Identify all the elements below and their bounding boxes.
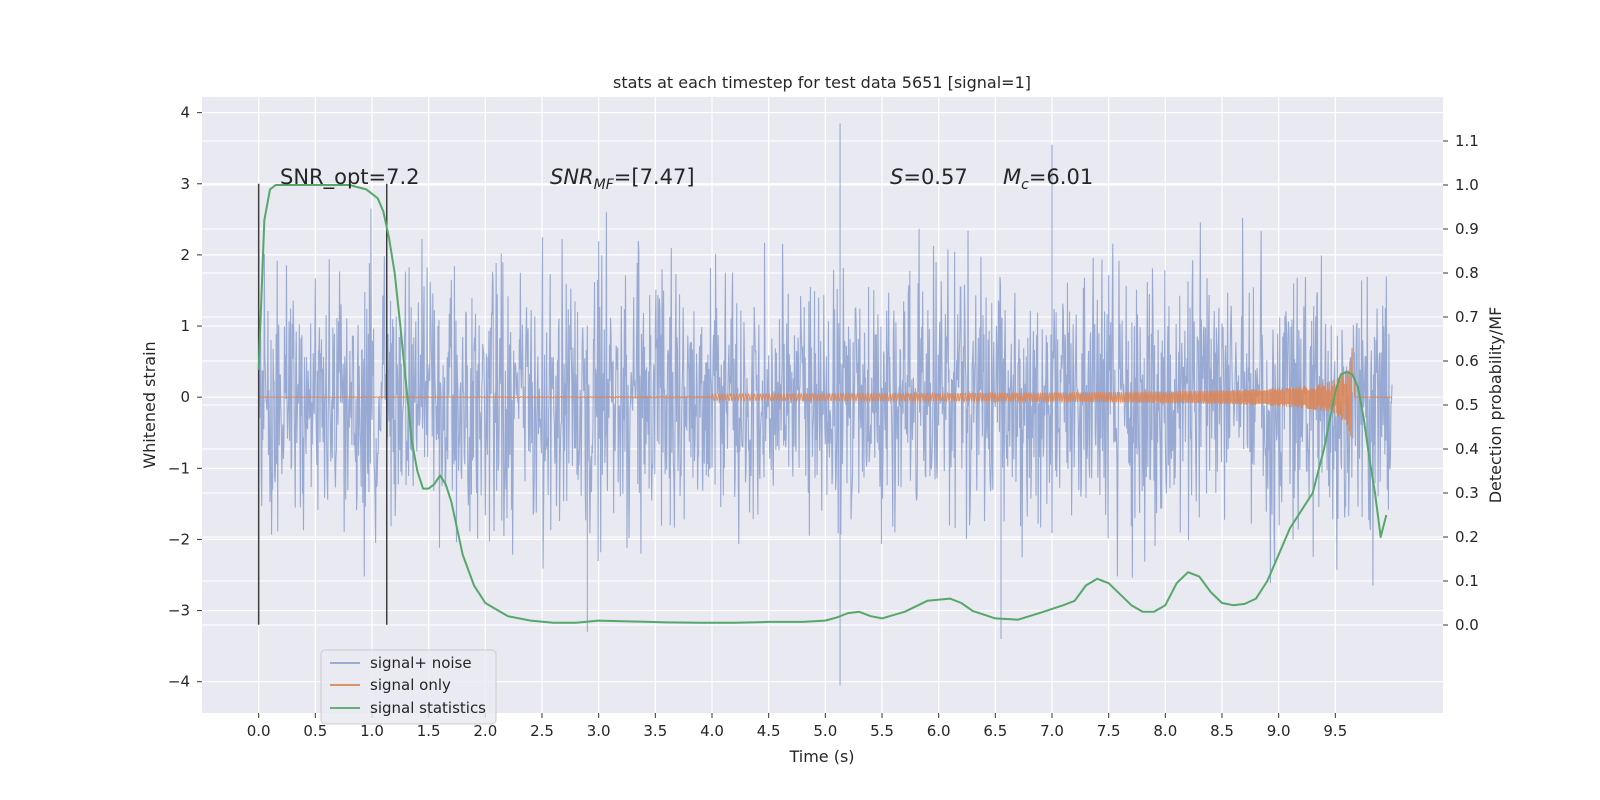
chart-title: stats at each timestep for test data 565… xyxy=(613,73,1031,92)
annotation-snr-mf: SNRMF=[7.47] xyxy=(550,165,695,193)
legend: signal+ noise signal only signal statist… xyxy=(320,649,497,725)
x-tick-label: 1.0 xyxy=(360,722,384,740)
x-tick-label: 0.5 xyxy=(303,722,327,740)
y2-tick-label: 0.7 xyxy=(1455,308,1479,326)
y2-tick-label: 0.9 xyxy=(1455,220,1479,238)
right-axis-ticks: 1.1 1.0 0.9 0.8 0.7 0.6 0.5 0.4 0.3 0.2 0.1 0.0 xyxy=(1443,132,1479,634)
x-tick-label: 4.0 xyxy=(700,722,724,740)
y2-tick-label: 0.1 xyxy=(1455,572,1479,590)
legend-label-noise: signal+ noise xyxy=(370,654,472,672)
x-tick-label: 2.5 xyxy=(530,722,554,740)
y-tick-label: −3 xyxy=(168,602,190,620)
y-tick-label: 0 xyxy=(180,388,190,406)
signal-only-series xyxy=(258,348,1392,437)
x-tick-label: 3.5 xyxy=(643,722,667,740)
x-tick-label: 7.5 xyxy=(1097,722,1121,740)
y2-tick-label: 1.1 xyxy=(1455,132,1479,150)
annotation-s-value: S=0.57 xyxy=(890,165,968,189)
legend-label-signal: signal only xyxy=(370,676,451,694)
y-tick-label: 3 xyxy=(180,175,190,193)
x-axis-label: Time (s) xyxy=(788,747,854,766)
x-tick-label: 8.0 xyxy=(1153,722,1177,740)
x-tick-label: 6.0 xyxy=(927,722,951,740)
x-tick-label: 0.0 xyxy=(247,722,271,740)
y-axis-ticks: 4 3 2 1 0 −1 −2 −3 −4 xyxy=(168,104,202,691)
x-tick-label: 5.0 xyxy=(813,722,837,740)
annotation-chirp-mass: Mc=6.01 xyxy=(1003,165,1093,193)
y-tick-label: 2 xyxy=(180,246,190,264)
y-tick-label: −4 xyxy=(168,673,190,691)
y2-tick-label: 0.8 xyxy=(1455,264,1479,282)
y2-tick-label: 0.3 xyxy=(1455,484,1479,502)
signal-statistics-series xyxy=(257,184,1388,624)
y2-tick-label: 0.2 xyxy=(1455,528,1479,546)
y-tick-label: 4 xyxy=(180,104,190,122)
x-tick-label: 5.5 xyxy=(870,722,894,740)
x-axis-ticks: 0.0 0.5 1.0 1.5 2.0 2.5 3.0 3.5 4.0 4.5 5.0 5.5 6.0 6… xyxy=(247,713,1347,740)
x-tick-label: 4.5 xyxy=(757,722,781,740)
x-tick-label: 7.0 xyxy=(1040,722,1064,740)
noise-trace xyxy=(258,123,1393,686)
legend-box xyxy=(320,649,497,725)
x-tick-label: 2.0 xyxy=(473,722,497,740)
y-tick-label: −1 xyxy=(168,459,190,477)
signal-trace xyxy=(258,348,1392,437)
legend-label-statistics: signal statistics xyxy=(370,699,486,717)
y2-tick-label: 0.5 xyxy=(1455,396,1479,414)
y-axis-label: Whitened strain xyxy=(140,341,159,468)
x-tick-label: 9.5 xyxy=(1323,722,1347,740)
y2-tick-label: 0.4 xyxy=(1455,440,1479,458)
y-tick-label: 1 xyxy=(180,317,190,335)
x-tick-label: 8.5 xyxy=(1210,722,1234,740)
x-tick-label: 9.0 xyxy=(1267,722,1291,740)
signal-plus-noise-series xyxy=(258,123,1393,686)
y2-tick-label: 0.6 xyxy=(1455,352,1479,370)
statistics-line xyxy=(257,184,1388,624)
annotation-snr-opt: SNR_opt=7.2 xyxy=(280,165,420,190)
x-tick-label: 1.5 xyxy=(417,722,441,740)
right-axis-label: Detection probability/MF xyxy=(1486,307,1505,504)
x-tick-label: 3.0 xyxy=(587,722,611,740)
y-tick-label: −2 xyxy=(168,530,190,548)
y2-tick-label: 1.0 xyxy=(1455,176,1479,194)
y2-tick-label: 0.0 xyxy=(1455,616,1479,634)
marker-lines xyxy=(257,183,388,625)
x-tick-label: 6.5 xyxy=(983,722,1007,740)
